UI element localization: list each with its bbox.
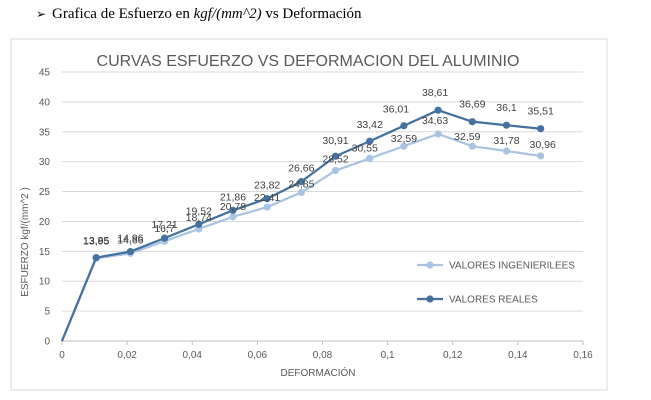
x-tick-label: 0,1 — [381, 350, 395, 361]
data-point — [468, 118, 476, 126]
arrow-bullet-icon: ➢ — [36, 7, 47, 21]
data-label: 36,69 — [459, 99, 485, 111]
y-tick-label: 10 — [39, 277, 51, 288]
data-label: 30,96 — [530, 139, 556, 151]
data-point — [297, 178, 305, 186]
data-label: 36,1 — [496, 102, 517, 114]
x-tick-label: 0,02 — [117, 350, 137, 361]
data-label: 30,91 — [322, 135, 348, 147]
data-point — [400, 122, 408, 130]
data-label: 23,82 — [254, 180, 280, 192]
heading-suffix: vs Deformación — [261, 6, 362, 22]
y-tick-label: 0 — [44, 337, 50, 348]
data-point — [434, 130, 442, 138]
data-label: 14,96 — [117, 233, 143, 245]
data-point — [331, 166, 340, 175]
data-point — [502, 147, 511, 155]
data-point — [297, 188, 305, 197]
data-point — [263, 195, 271, 203]
legend-label: VALORES INGENIERILEES — [449, 261, 575, 272]
data-label: 38,61 — [422, 87, 448, 99]
data-label: 19,52 — [186, 205, 212, 217]
chart-title: CURVAS ESFUERZO VS DEFORMACION DEL ALUMI… — [97, 53, 520, 70]
y-tick-label: 45 — [39, 68, 51, 79]
x-tick-label: 0,16 — [573, 350, 593, 361]
x-axis-label: DEFORMACIÓN — [281, 366, 356, 379]
data-point — [502, 121, 511, 129]
data-label: 22,41 — [254, 192, 280, 204]
y-tick-label: 15 — [39, 247, 51, 258]
x-tick-label: 0,12 — [443, 350, 463, 361]
data-point — [160, 234, 169, 242]
x-tick-label: 0,14 — [508, 350, 528, 361]
data-point — [537, 152, 545, 160]
data-label: 32,59 — [391, 133, 417, 145]
data-label: 28,52 — [322, 154, 348, 166]
data-label: 30,55 — [352, 142, 378, 154]
legend: VALORES INGENIERILEES VALORES REALES — [417, 261, 575, 306]
data-label: 35,51 — [528, 106, 554, 118]
data-label: 24,85 — [288, 178, 314, 190]
data-labels-layer: 13,85 14,66 16,7 18,74 20,78 22,41 24,85 28,52 3… — [83, 87, 556, 247]
data-label: 34,63 — [422, 115, 448, 127]
data-label: 17,21 — [151, 219, 177, 231]
data-point — [537, 125, 545, 133]
y-tick-label: 5 — [44, 307, 50, 318]
data-point — [468, 142, 476, 150]
data-point — [366, 154, 374, 162]
data-label: 26,66 — [288, 163, 314, 175]
x-tick-label: 0,08 — [313, 350, 333, 361]
y-tick-label: 40 — [39, 97, 51, 108]
x-tick-label: 0,06 — [248, 350, 268, 361]
y-tick-label: 30 — [39, 157, 51, 168]
data-point — [434, 106, 442, 114]
data-label: 18,74 — [186, 212, 212, 224]
legend-label: VALORES REALES — [449, 295, 538, 306]
data-label: 20,78 — [220, 201, 246, 213]
x-axis-ticks: 0 0,02 0,04 0,06 0,08 0,1 0,12 0,14 0,16 — [59, 341, 593, 361]
data-label: 36,01 — [383, 104, 409, 116]
gridlines — [62, 71, 583, 342]
section-heading: ➢ Grafica de Esfuerzo en kgf/(mm^2) vs De… — [36, 6, 362, 23]
data-point — [126, 247, 134, 256]
data-label: 16,7 — [154, 223, 175, 235]
data-label: 33,42 — [357, 119, 383, 131]
data-point — [331, 152, 340, 160]
x-tick-label: 0 — [59, 350, 65, 361]
y-axis-ticks: 0 5 10 15 20 25 30 35 40 45 — [39, 68, 51, 348]
data-point — [400, 142, 408, 150]
series-layer — [60, 106, 545, 342]
data-point — [229, 213, 237, 221]
heading-formula: kgf/(mm^2) — [193, 6, 262, 22]
heading-prefix: Grafica de Esfuerzo en — [52, 6, 194, 22]
chart-frame — [10, 38, 608, 391]
data-label: 32,59 — [454, 131, 480, 143]
data-label: 13,95 — [83, 236, 109, 248]
legend-swatch-marker — [426, 261, 434, 269]
x-tick-label: 0,04 — [183, 350, 203, 361]
y-tick-label: 35 — [39, 127, 51, 138]
data-label: 31,78 — [493, 135, 519, 147]
y-axis-label: ESFUERZO kgf/(mm^2 ) — [20, 187, 31, 297]
data-label: 13,85 — [83, 235, 109, 247]
data-point — [195, 220, 203, 228]
data-point — [229, 206, 237, 214]
data-label: 21,86 — [220, 191, 246, 203]
y-tick-label: 20 — [39, 217, 51, 228]
y-tick-label: 25 — [39, 187, 51, 198]
data-point — [92, 254, 100, 262]
data-point — [263, 203, 271, 211]
data-label: 14,66 — [117, 234, 143, 246]
legend-swatch-marker — [426, 295, 434, 303]
data-point — [366, 137, 374, 145]
